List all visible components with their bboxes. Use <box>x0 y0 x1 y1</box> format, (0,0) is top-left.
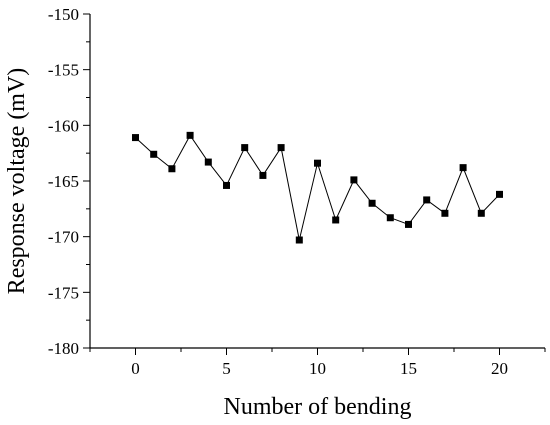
data-point <box>496 190 503 198</box>
axes <box>89 14 545 349</box>
data-point <box>150 150 158 158</box>
y-tick-label: -160 <box>48 116 79 135</box>
data-point <box>259 171 267 179</box>
data-point <box>186 131 194 139</box>
y-tick-label: -165 <box>48 172 79 191</box>
ticks <box>83 13 546 355</box>
data-markers <box>132 131 503 244</box>
data-point <box>368 199 376 207</box>
data-point <box>441 209 449 217</box>
data-point <box>295 236 303 244</box>
x-tick-label: 10 <box>309 359 326 378</box>
data-point <box>132 134 139 142</box>
y-tick-label: -155 <box>48 61 79 80</box>
data-point <box>350 176 358 184</box>
data-point <box>332 216 340 224</box>
data-point <box>204 158 212 166</box>
y-tick-label: -180 <box>48 339 79 358</box>
y-tick-label: -150 <box>48 5 79 24</box>
data-point <box>405 220 412 228</box>
data-point <box>223 181 230 189</box>
data-point <box>477 209 485 217</box>
y-axis-title: Response voltage (mV) <box>4 68 30 295</box>
data-point <box>277 144 285 152</box>
x-tick-label: 0 <box>131 359 140 378</box>
x-axis-title: Number of bending <box>224 394 412 420</box>
data-point <box>459 164 467 172</box>
data-point <box>314 159 321 167</box>
x-tick-label: 20 <box>491 359 508 378</box>
data-point <box>241 144 249 152</box>
series-line <box>135 134 500 241</box>
data-point <box>423 196 431 204</box>
tick-labels: -180 -175 -170 -165 -160 -155 -150 0 5 10 15 20 <box>48 5 508 378</box>
data-point <box>168 165 176 173</box>
x-tick-label: 5 <box>222 359 231 378</box>
data-point <box>386 214 394 222</box>
x-tick-label: 15 <box>400 359 417 378</box>
y-tick-label: -170 <box>48 228 79 247</box>
y-tick-label: -175 <box>48 283 79 302</box>
